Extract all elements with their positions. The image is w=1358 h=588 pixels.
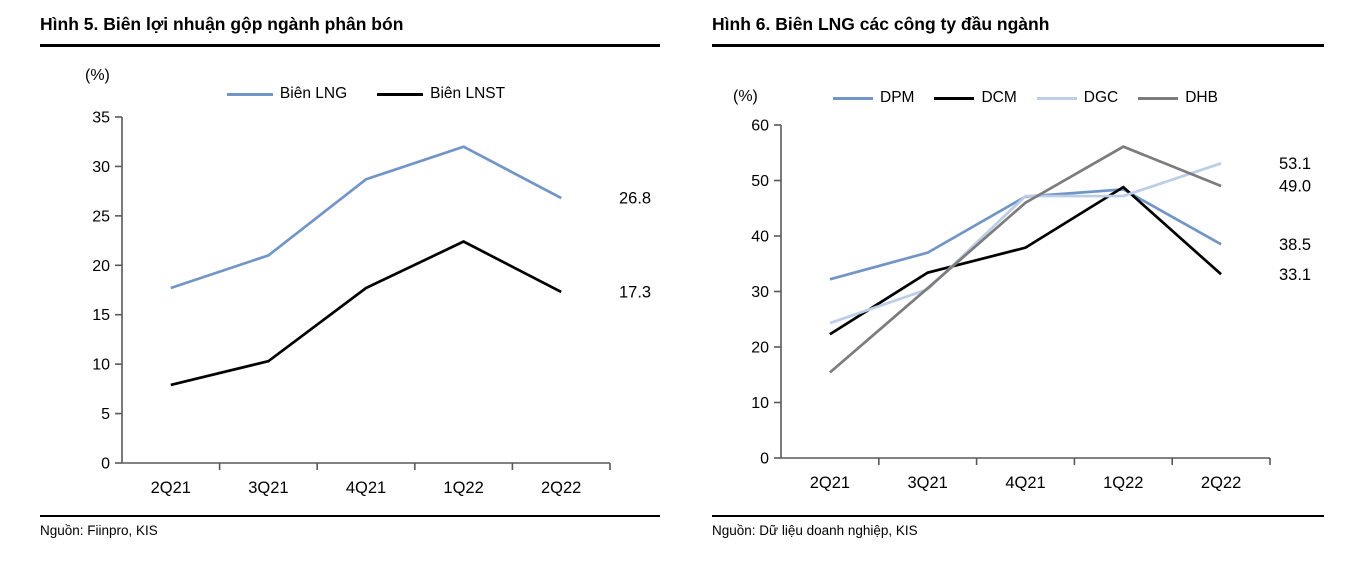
x-category-label: 1Q22	[443, 479, 483, 497]
figure-6-plot: 0 10 20 30 40 50 60 2Q21 3Q21 4Q21 1Q22 2Q22 38.5 33.…	[751, 118, 1311, 493]
x-category-label: 2Q22	[541, 479, 581, 497]
legend-item-DPM: DPM	[833, 89, 914, 107]
legend-item-DHB: DHB	[1138, 89, 1218, 107]
figure-5: Hình 5. Biên lợi nhuận gộp ngành phân bó…	[40, 13, 660, 539]
end-label-Biên LNG: 26.8	[619, 190, 651, 208]
figure-5-legend: Biên LNG Biên LNST	[122, 85, 610, 103]
x-category-label: 4Q21	[346, 479, 386, 497]
legend-item-DCM: DCM	[934, 89, 1017, 107]
legend-item-DGC: DGC	[1036, 89, 1119, 107]
figure-6-source: Nguồn: Dữ liệu doanh nghiệp, KIS	[712, 515, 1324, 539]
x-category-label: 3Q21	[248, 479, 288, 497]
series-line-DGC	[829, 162, 1222, 325]
legend-item-Biên LNG: Biên LNG	[226, 85, 348, 103]
legend-label: Biên LNST	[430, 85, 506, 102]
y-tick-label: 20	[751, 340, 769, 357]
legend-line-sample	[226, 92, 273, 96]
y-axis-unit-label: (%)	[733, 88, 758, 105]
y-tick-label: 15	[92, 307, 110, 324]
series-line-DCM	[829, 185, 1222, 336]
figure-6-title: Hình 6. Biên LNG các công ty đầu ngành	[712, 13, 1324, 47]
series-line-DHB	[829, 145, 1222, 374]
y-tick-label: 50	[751, 173, 769, 190]
figure-6-chart-area: (%) DPM DCM DGC DHB 0 10 20 30 40 50 60 2Q21 3Q21 4Q…	[712, 47, 1324, 509]
figure-6: Hình 6. Biên LNG các công ty đầu ngành (…	[712, 13, 1324, 539]
figure-5-title: Hình 5. Biên lợi nhuận gộp ngành phân bó…	[40, 13, 660, 47]
x-category-label: 3Q21	[908, 474, 948, 492]
y-tick-label: 35	[92, 110, 110, 127]
x-category-label: 4Q21	[1005, 474, 1045, 492]
y-axis-unit-label: (%)	[85, 67, 110, 84]
y-tick-label: 0	[760, 451, 769, 468]
legend-line-sample	[1036, 96, 1077, 100]
x-category-label: 1Q22	[1103, 474, 1143, 492]
y-tick-label: 10	[92, 357, 110, 374]
legend-label: DHB	[1185, 89, 1218, 106]
end-label-DCM: 33.1	[1279, 266, 1311, 284]
legend-line-sample	[833, 96, 874, 100]
legend-label: DPM	[880, 89, 915, 106]
legend-label: DCM	[981, 89, 1017, 106]
legend-line-sample	[934, 96, 975, 100]
x-category-label: 2Q22	[1201, 474, 1241, 492]
legend-label: Biên LNG	[279, 85, 348, 102]
y-tick-label: 20	[92, 258, 110, 275]
figure-6-legend: DPM DCM DGC DHB	[781, 89, 1270, 107]
end-label-DPM: 38.5	[1279, 236, 1311, 254]
y-tick-label: 40	[751, 229, 769, 246]
y-tick-label: 30	[92, 159, 110, 176]
legend-label: DGC	[1083, 89, 1119, 106]
figure-5-chart-area: (%) Biên LNG Biên LNST 0 5 10 15 20 25 30 35 2Q21…	[40, 47, 660, 509]
x-category-label: 2Q21	[151, 479, 191, 497]
figure-5-source: Nguồn: Fiinpro, KIS	[40, 515, 660, 539]
figure-5-plot: 0 5 10 15 20 25 30 35 2Q21 3Q21 4Q21 1Q22 2Q22 26.8 17…	[92, 110, 651, 498]
y-tick-label: 0	[101, 456, 110, 473]
y-tick-label: 10	[751, 395, 769, 412]
legend-line-sample	[377, 92, 424, 96]
y-tick-label: 30	[751, 284, 769, 301]
legend-item-Biên LNST: Biên LNST	[377, 85, 505, 103]
end-label-Biên LNST: 17.3	[619, 283, 651, 301]
y-tick-label: 25	[92, 208, 110, 225]
legend-line-sample	[1138, 96, 1179, 100]
y-tick-label: 5	[101, 406, 110, 423]
series-line-Biên LNG	[170, 145, 562, 290]
end-label-DHB: 49.0	[1279, 178, 1311, 196]
series-line-Biên LNST	[170, 240, 562, 387]
y-tick-label: 60	[751, 118, 769, 135]
x-category-label: 2Q21	[810, 474, 850, 492]
end-label-DGC: 53.1	[1279, 155, 1311, 173]
